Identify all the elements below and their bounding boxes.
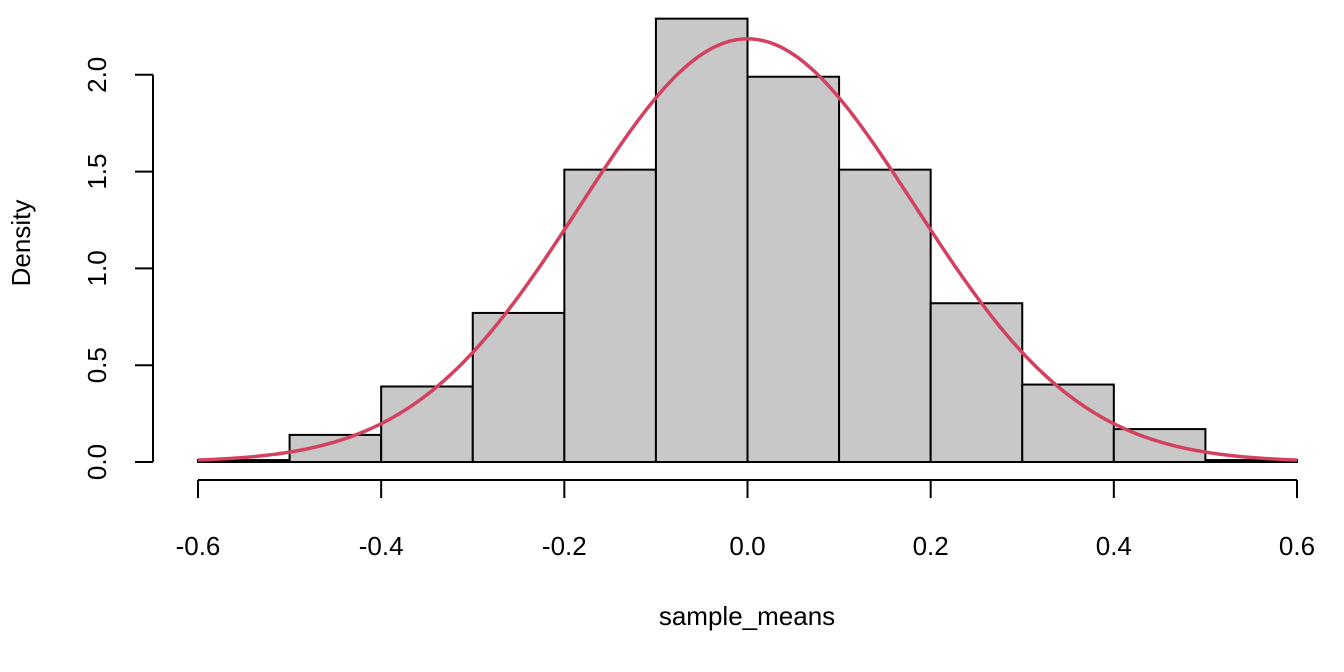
y-tick-label: 0.0 [82,444,112,480]
histogram-bar [838,168,932,463]
histogram-bar [563,168,657,463]
x-tick-label: 0.6 [1279,531,1315,561]
x-axis: -0.6 -0.4 -0.2 0.0 0.2 0.4 0.6 [176,479,1315,561]
histogram-bar [746,75,841,464]
y-tick-label: 2.0 [82,57,112,93]
histogram-bar [929,302,1024,463]
histogram-bar [654,17,749,463]
x-tick-label: -0.4 [359,531,404,561]
histogram-bar [1112,428,1207,464]
y-axis: 0.0 0.5 1.0 1.5 2.0 [82,57,154,480]
y-tick-label: 0.5 [82,347,112,383]
histogram-bars [197,17,1298,464]
y-tick-label: 1.0 [82,250,112,286]
x-tick-label: 0.2 [913,531,949,561]
x-tick-label: -0.6 [176,531,221,561]
histogram-bar [1204,459,1298,463]
histogram-bar [380,385,474,463]
y-axis-title: Density [6,200,36,287]
x-tick-label: 0.0 [729,531,765,561]
x-tick-label: -0.2 [542,531,587,561]
x-axis-title: sample_means [659,601,835,631]
density-curve [197,37,1298,462]
y-tick-label: 1.5 [82,154,112,190]
x-tick-label: 0.4 [1096,531,1132,561]
